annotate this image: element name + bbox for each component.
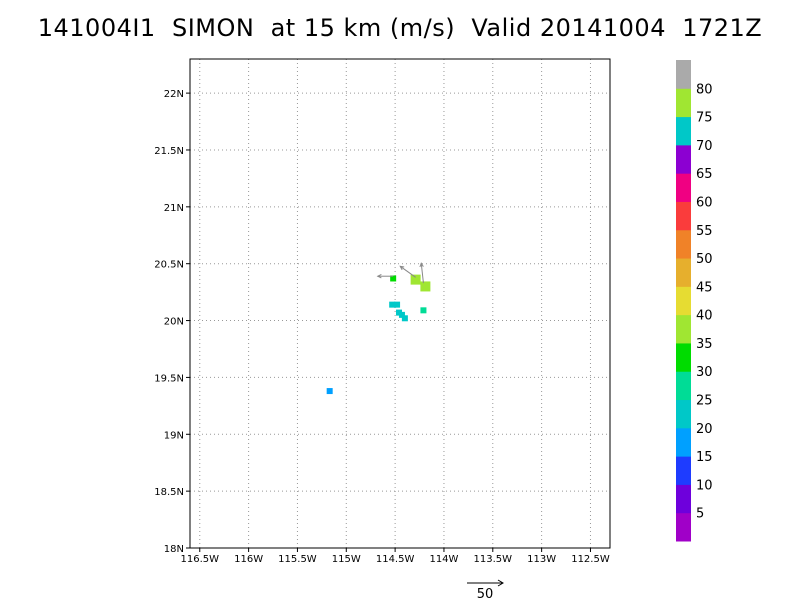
x-tick-label: 114W (429, 554, 458, 565)
data-point (420, 281, 431, 292)
colorbar-label: 60 (696, 195, 713, 210)
colorbar-swatch (676, 60, 691, 89)
x-tick-label: 116.5W (181, 554, 220, 565)
colorbar-swatch (676, 342, 691, 372)
x-tick-label: 112.5W (571, 554, 610, 565)
data-point (410, 274, 421, 285)
colorbar-swatch (676, 173, 691, 202)
x-axis: 116.5W 116W 115.5W 115W 114.5W 114W 113.5W 113W… (181, 548, 610, 565)
colorbar-swatch (676, 88, 691, 118)
colorbar-label: 30 (696, 365, 713, 380)
colorbar-swatch (676, 201, 691, 231)
wind-vector-head (419, 262, 424, 268)
y-tick-label: 18.5N (154, 487, 184, 498)
wind-vector-head (376, 274, 382, 279)
colorbar-swatch (676, 229, 691, 259)
colorbar-swatch (676, 512, 691, 542)
colorbar-swatch (676, 286, 691, 316)
reference-arrow-head (497, 579, 504, 587)
colorbar-label: 20 (696, 422, 713, 437)
y-tick-label: 20.5N (154, 260, 184, 271)
wind-vector-head (399, 265, 405, 271)
wind-vectors (376, 262, 424, 284)
colorbar-label: 75 (696, 111, 713, 126)
colorbar-label: 45 (696, 280, 713, 295)
wind-vector (399, 265, 416, 278)
data-point (389, 301, 396, 308)
colorbar-swatch (676, 484, 691, 514)
colorbar-label: 25 (696, 394, 713, 409)
x-tick-label: 113.5W (474, 554, 513, 565)
y-tick-label: 19.5N (154, 373, 184, 384)
y-tick-label: 20N (164, 317, 184, 328)
data-point (401, 315, 408, 322)
colorbar-label: 70 (696, 139, 713, 154)
colorbar-label: 80 (696, 82, 713, 97)
colorbar-label: 10 (696, 478, 713, 493)
colorbar-swatch (676, 258, 691, 287)
colorbar-label: 50 (696, 252, 713, 267)
y-tick-label: 22N (164, 89, 184, 100)
y-tick-label: 19N (164, 430, 184, 441)
x-tick-label: 113W (527, 554, 556, 565)
colorbar-swatch (676, 427, 691, 457)
x-tick-label: 115W (332, 554, 361, 565)
colorbar-swatch (676, 371, 691, 401)
data-point (394, 301, 401, 308)
colorbar: 5 10 15 20 25 30 35 40 45 50 55 60 65 70 75 80 (676, 60, 713, 542)
y-tick-label: 21.5N (154, 146, 184, 157)
reference-vector: 50 (467, 579, 504, 600)
data-point (398, 311, 405, 318)
y-axis: 18N 18.5N 19N 19.5N 20N 20.5N 21N 21.5N 22N (154, 89, 190, 555)
colorbar-swatch (676, 456, 691, 485)
y-tick-label: 21N (164, 203, 184, 214)
colorbar-swatch (676, 116, 691, 146)
data-points (326, 274, 431, 395)
data-point (326, 388, 333, 395)
data-point (420, 307, 427, 314)
x-tick-label: 115.5W (278, 554, 317, 565)
colorbar-label: 55 (696, 224, 713, 239)
y-tick-label: 18N (164, 544, 184, 555)
colorbar-swatch (676, 314, 691, 344)
colorbar-label: 5 (696, 507, 704, 522)
colorbar-swatch (676, 399, 691, 429)
colorbar-label: 35 (696, 337, 713, 352)
wind-vector (420, 263, 424, 284)
colorbar-label: 65 (696, 167, 713, 182)
plot-frame (189, 58, 611, 549)
x-tick-label: 114.5W (376, 554, 415, 565)
reference-label: 50 (477, 587, 494, 600)
chart-title: 141004I1 SIMON at 15 km (m/s) Valid 2014… (37, 14, 763, 42)
colorbar-swatch (676, 144, 691, 174)
data-point (390, 275, 397, 282)
colorbar-label: 15 (696, 450, 713, 465)
colorbar-label: 40 (696, 309, 713, 324)
x-tick-label: 116W (234, 554, 263, 565)
